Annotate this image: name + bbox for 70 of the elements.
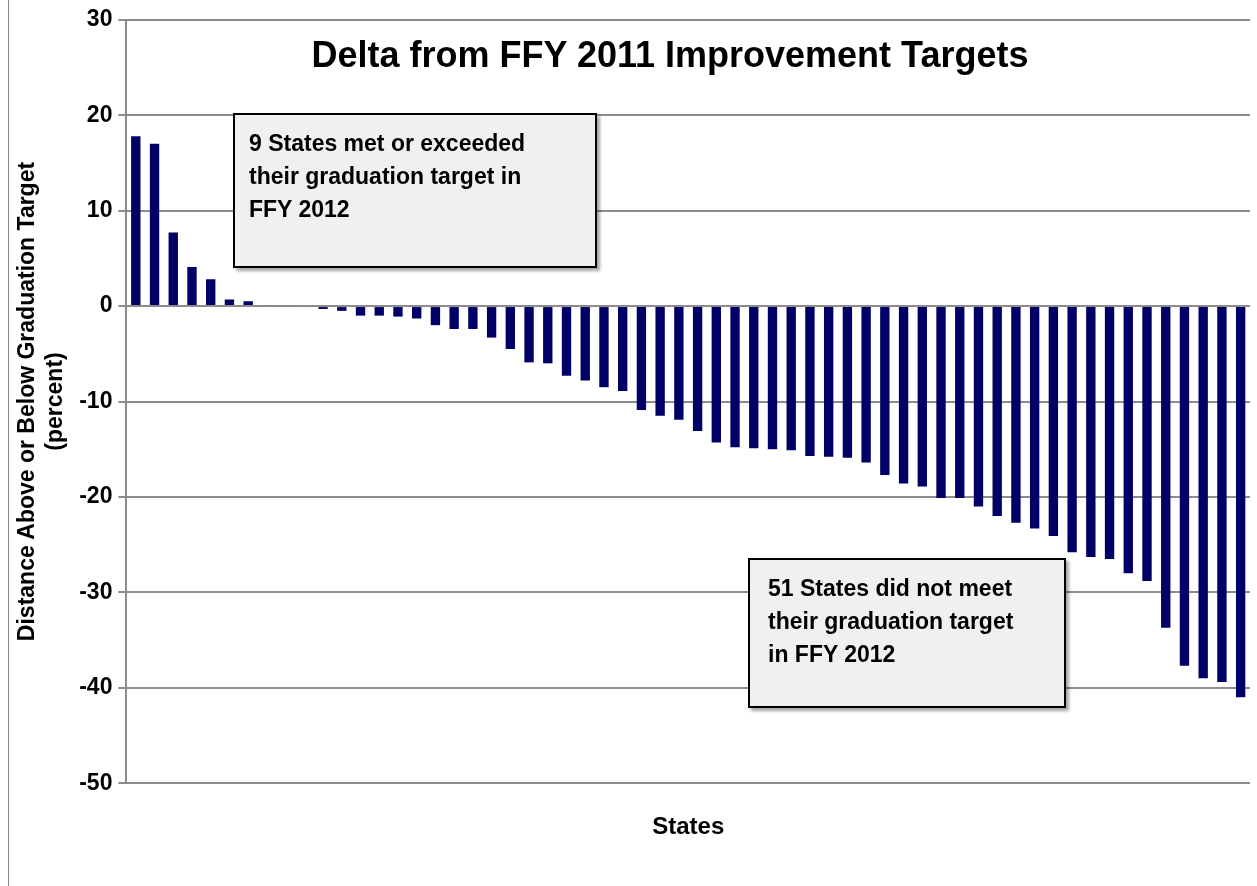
bar bbox=[355, 307, 366, 316]
bar bbox=[486, 307, 497, 338]
bar bbox=[692, 307, 703, 432]
bar bbox=[898, 307, 909, 484]
bar bbox=[524, 307, 534, 363]
bar bbox=[224, 299, 235, 306]
bar bbox=[374, 307, 384, 316]
bar bbox=[655, 307, 665, 416]
bar bbox=[1142, 307, 1152, 581]
bar bbox=[973, 307, 984, 507]
bar bbox=[823, 307, 834, 457]
bar bbox=[412, 307, 422, 319]
bar bbox=[505, 307, 516, 350]
bar bbox=[767, 307, 778, 450]
bar bbox=[149, 143, 160, 306]
bar bbox=[393, 307, 403, 317]
callout-box: 9 States met or exceeded their graduation target in FFY 2012 bbox=[233, 113, 597, 268]
bar bbox=[730, 307, 740, 448]
y-tick-label: -50 bbox=[79, 768, 113, 795]
bar bbox=[861, 307, 871, 463]
bar bbox=[955, 307, 965, 498]
bar bbox=[786, 307, 796, 451]
bar bbox=[1067, 307, 1077, 553]
bar bbox=[580, 307, 590, 381]
bar bbox=[805, 307, 815, 456]
y-tick-label: -40 bbox=[79, 673, 113, 700]
bar bbox=[1086, 307, 1096, 558]
bar bbox=[880, 307, 890, 475]
bar bbox=[936, 307, 946, 498]
bar bbox=[636, 307, 647, 411]
y-tick-label: 0 bbox=[99, 291, 113, 318]
y-axis-title: Distance Above or Below Graduation Target (percent) bbox=[13, 161, 67, 642]
bar bbox=[992, 307, 1002, 517]
callout-box: 51 States did not meet their graduation target in FFY 2012 bbox=[748, 558, 1066, 708]
y-tick-label: 20 bbox=[86, 100, 113, 127]
bar bbox=[430, 307, 441, 326]
bar bbox=[1161, 307, 1171, 628]
bar bbox=[468, 307, 478, 329]
y-tick-label: 30 bbox=[86, 5, 113, 32]
bar bbox=[1217, 307, 1227, 683]
chart-title: Delta from FFY 2011 Improvement Targets bbox=[310, 34, 1030, 76]
bar bbox=[1235, 307, 1246, 698]
bar bbox=[917, 307, 927, 487]
y-tick-label: -30 bbox=[79, 577, 113, 604]
bar bbox=[1011, 307, 1021, 523]
bar bbox=[749, 307, 759, 449]
bar bbox=[1048, 307, 1059, 537]
bar bbox=[206, 279, 216, 306]
y-tick-label: -10 bbox=[79, 386, 113, 413]
bar bbox=[131, 136, 141, 306]
bar bbox=[243, 301, 253, 306]
bar bbox=[1198, 307, 1208, 679]
bar bbox=[168, 232, 178, 306]
y-tick-label: -20 bbox=[79, 482, 113, 509]
bar bbox=[711, 307, 721, 443]
bar bbox=[449, 307, 459, 329]
y-tick-label: 10 bbox=[86, 195, 113, 222]
bar bbox=[842, 307, 853, 458]
bar bbox=[543, 307, 553, 364]
bar bbox=[674, 307, 684, 420]
bar bbox=[1179, 307, 1190, 666]
bar bbox=[187, 266, 197, 306]
bar bbox=[599, 307, 609, 388]
bar bbox=[1029, 307, 1040, 529]
bar bbox=[1104, 307, 1115, 559]
bar bbox=[337, 307, 347, 311]
bar bbox=[561, 307, 572, 376]
bar bbox=[1123, 307, 1133, 574]
x-axis-title: States bbox=[652, 812, 725, 840]
bar bbox=[618, 307, 628, 391]
